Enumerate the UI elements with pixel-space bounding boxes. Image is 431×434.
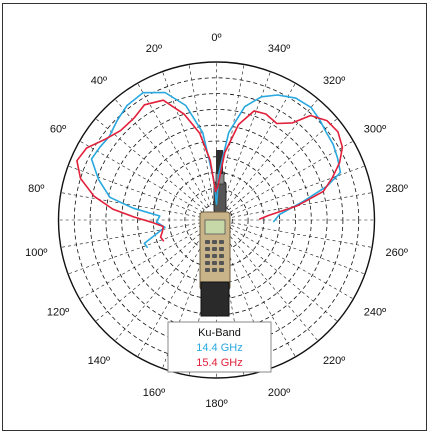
angle-label: 0º bbox=[211, 32, 221, 44]
angle-label: 120º bbox=[47, 307, 69, 319]
series-line-15-4-ghz bbox=[76, 99, 344, 242]
legend-entry-14-4-ghz: 14.4 GHz bbox=[196, 342, 242, 354]
angle-label: 40º bbox=[91, 75, 107, 87]
grid-ring bbox=[105, 109, 328, 331]
legend-box bbox=[167, 321, 272, 373]
grid-spoke bbox=[137, 83, 209, 207]
radio-device-illustration bbox=[199, 150, 231, 317]
angle-label: 200º bbox=[268, 387, 290, 399]
angle-label: 300º bbox=[364, 124, 386, 136]
angle-label: 260º bbox=[386, 247, 408, 259]
legend: Ku-Band 14.4 GHz 15.4 GHz bbox=[167, 321, 272, 373]
grid-ring bbox=[137, 140, 296, 300]
grid-spoke bbox=[188, 64, 215, 205]
grid-spoke bbox=[232, 222, 373, 248]
angle-label: 220º bbox=[323, 355, 345, 367]
angle-label: 240º bbox=[364, 307, 386, 319]
grid-spoke bbox=[67, 165, 202, 215]
grid-spoke bbox=[231, 225, 366, 275]
angle-label: 320º bbox=[323, 75, 345, 87]
grid-spoke bbox=[221, 71, 271, 206]
angle-labels: 0º 20º 40º 60º 80º 100º 120º 140º 160º 180º 200º 22… bbox=[25, 32, 408, 410]
legend-entry-15-4-ghz: 15.4 GHz bbox=[196, 357, 242, 369]
grid-spoke bbox=[226, 98, 319, 209]
angle-label: 60º bbox=[50, 124, 66, 136]
grid-spoke bbox=[228, 118, 338, 211]
angle-label: 340º bbox=[268, 43, 290, 55]
angle-label: 160º bbox=[143, 387, 165, 399]
angle-label: 100º bbox=[25, 247, 47, 259]
outer-ring bbox=[57, 61, 376, 379]
legend-title: Ku-Band bbox=[198, 327, 241, 339]
grid-spoke bbox=[232, 192, 373, 218]
grid-spoke bbox=[60, 222, 201, 248]
angle-label: 140º bbox=[88, 355, 110, 367]
angle-label: 280º bbox=[386, 183, 408, 195]
chart-frame bbox=[2, 3, 427, 431]
angle-label: 80º bbox=[28, 183, 44, 195]
series-lines bbox=[76, 91, 344, 249]
grid-spoke bbox=[231, 165, 366, 215]
grid-spoke bbox=[67, 225, 202, 275]
grid-spoke bbox=[60, 192, 201, 218]
angle-label: 180º bbox=[205, 398, 227, 410]
angle-label: 20º bbox=[146, 43, 162, 55]
